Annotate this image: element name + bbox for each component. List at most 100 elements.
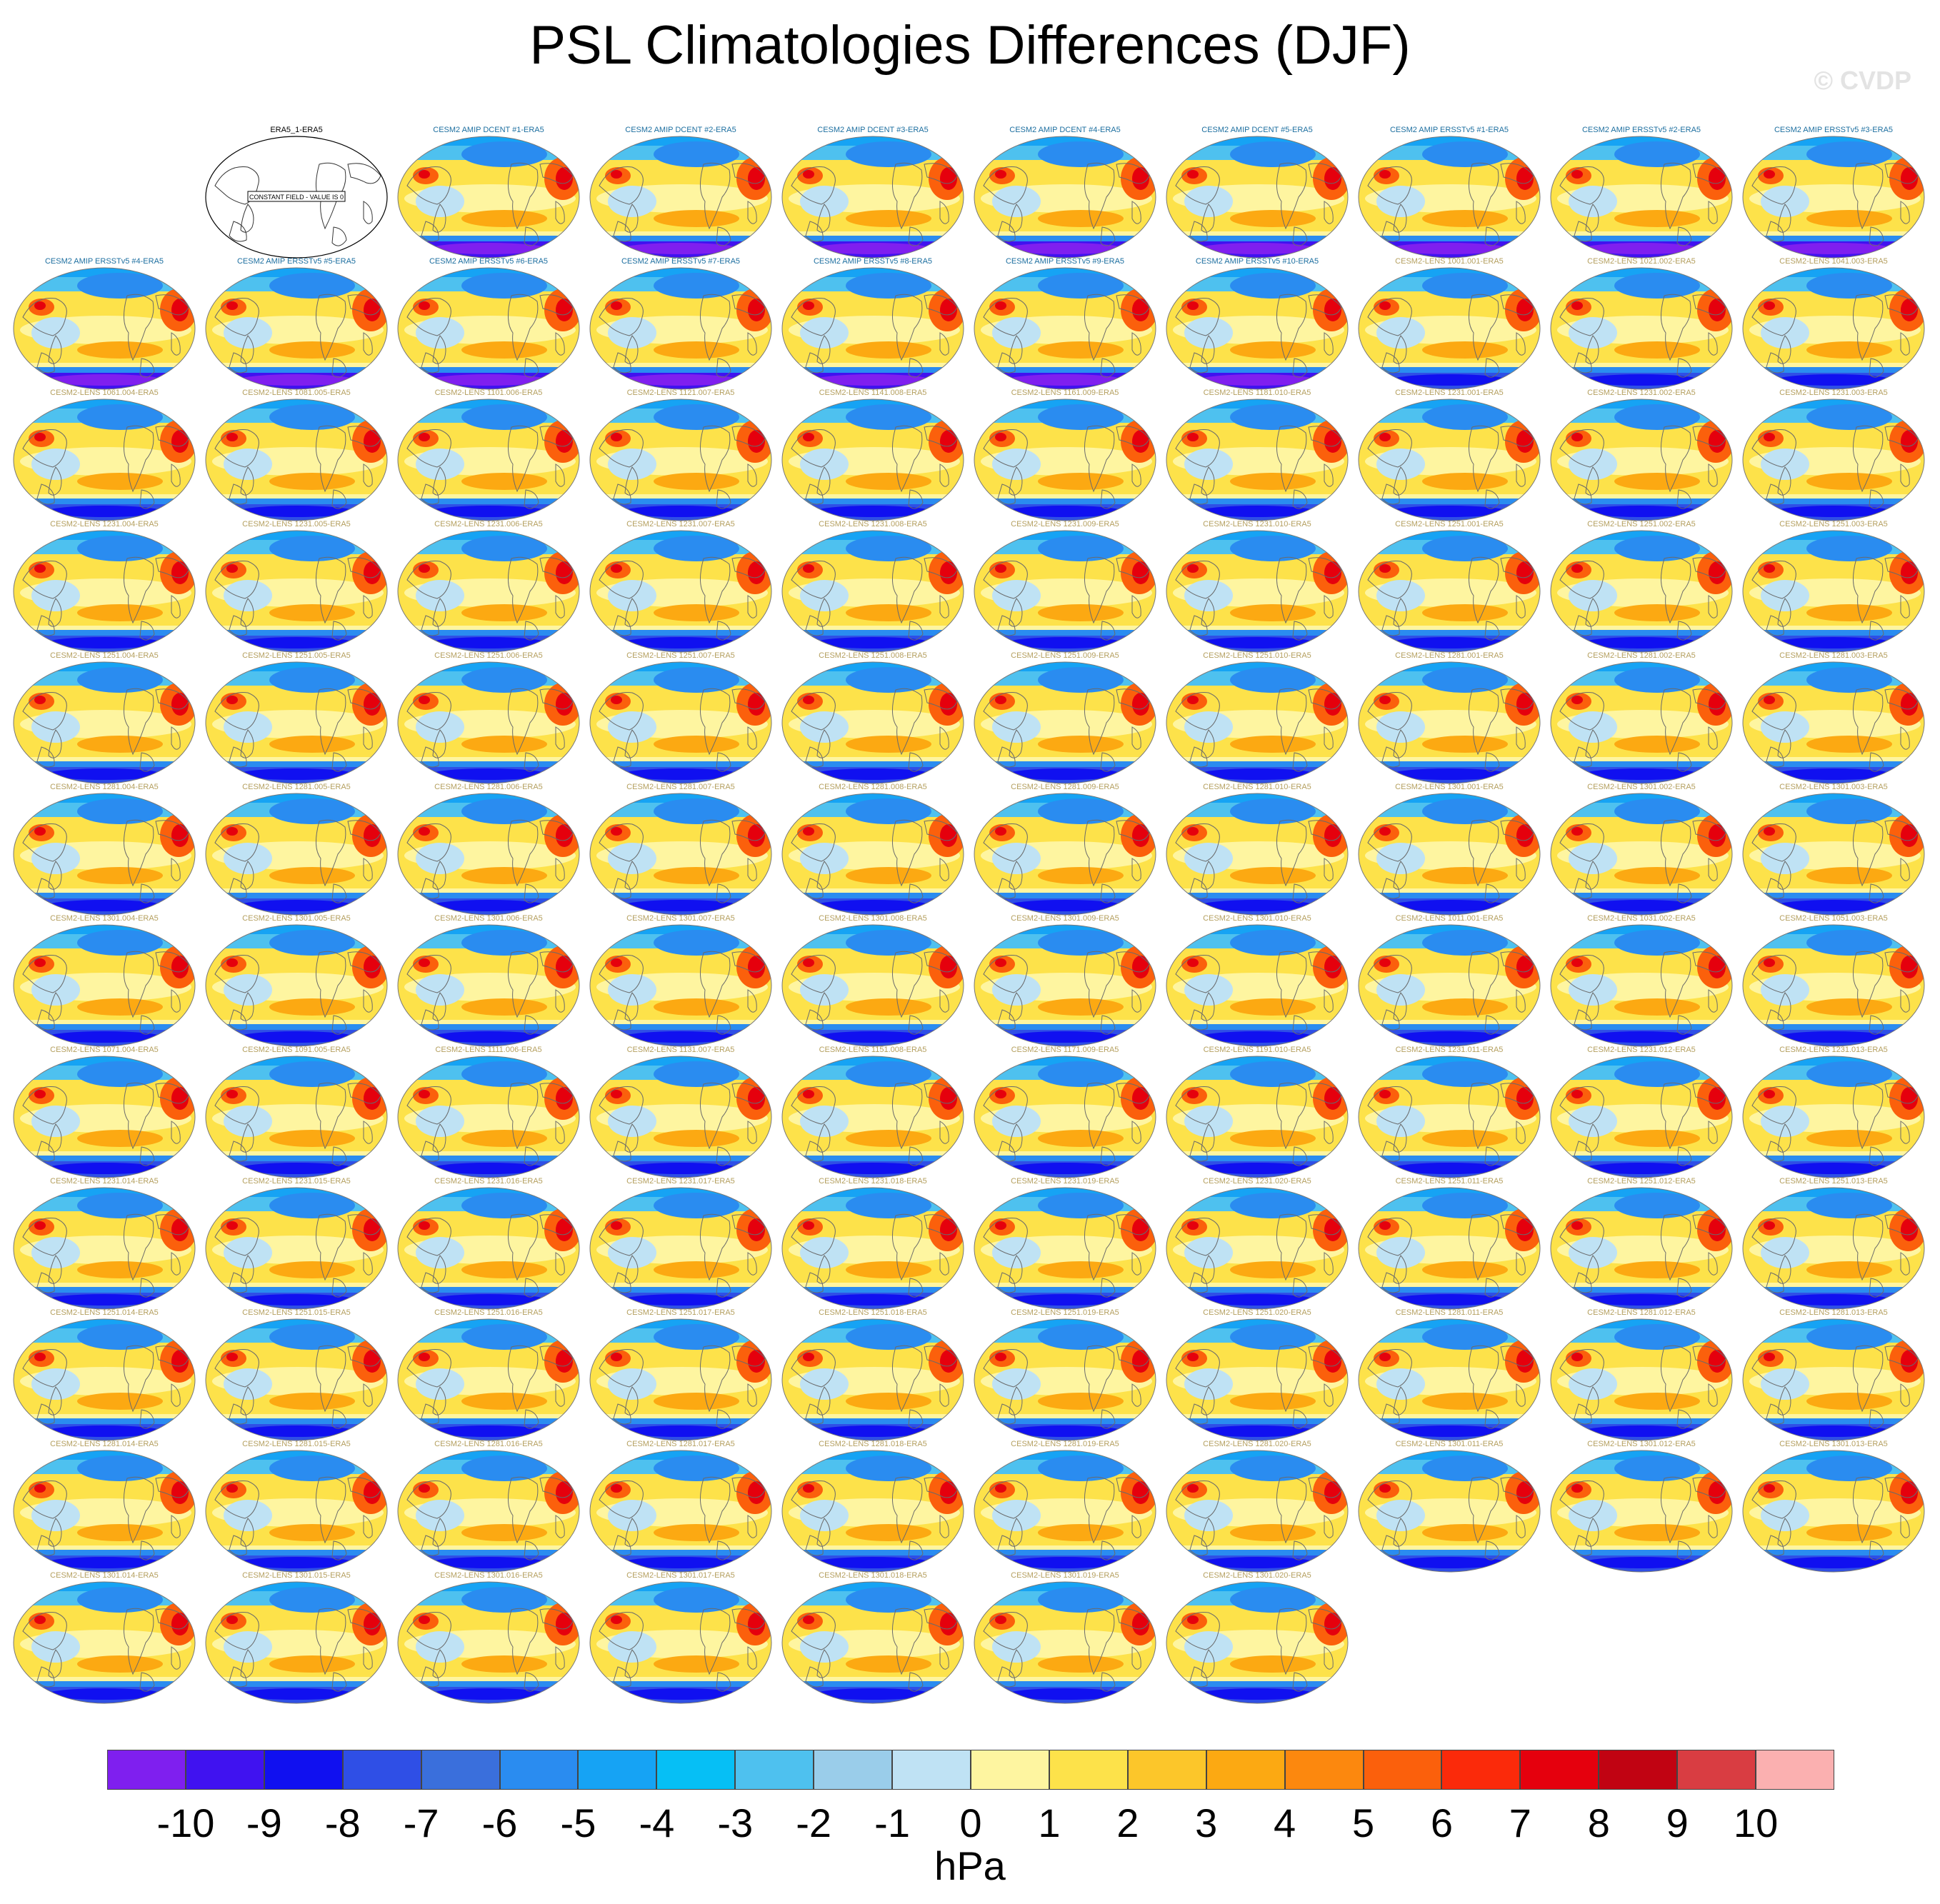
psl-difference-map [1742, 924, 1925, 1047]
map-panel: CESM2-LENS 1231.010-ERA5 [1163, 520, 1351, 656]
psl-difference-map [1166, 1581, 1349, 1704]
map-panel: CESM2-LENS 1121.007-ERA5 [586, 389, 775, 524]
map-panel: CESM2-LENS 1231.008-ERA5 [779, 520, 967, 656]
map-panel: CESM2-LENS 1251.019-ERA5 [971, 1308, 1159, 1444]
colorbar-swatch [578, 1750, 657, 1790]
psl-difference-map [13, 530, 196, 653]
map-panel: CESM2-LENS 1051.003-ERA5 [1739, 914, 1928, 1050]
map-panel: CESM2-LENS 1301.004-ERA5 [10, 914, 199, 1050]
map-panel: CESM2-LENS 1231.017-ERA5 [586, 1177, 775, 1313]
panel-title: CESM2-LENS 1251.006-ERA5 [434, 651, 543, 660]
panel-title: CESM2-LENS 1251.017-ERA5 [626, 1308, 735, 1317]
panel-title: CESM2-LENS 1251.010-ERA5 [1203, 651, 1311, 660]
panel-title: CESM2-LENS 1231.011-ERA5 [1395, 1046, 1504, 1054]
map-panel: CESM2-LENS 1061.004-ERA5 [10, 389, 199, 524]
map-panel: CESM2-LENS 1301.014-ERA5 [10, 1571, 199, 1707]
map-panel: CESM2-LENS 1231.019-ERA5 [971, 1177, 1159, 1313]
colorbar-swatch [1284, 1750, 1364, 1790]
psl-difference-map [1550, 924, 1733, 1047]
map-panel: CESM2-LENS 1301.009-ERA5 [971, 914, 1159, 1050]
panel-title: CESM2 AMIP ERSSTv5 #5-ERA5 [236, 257, 356, 266]
colorbar-swatch [1049, 1750, 1128, 1790]
map-panel: CESM2 AMIP DCENT #3-ERA5 [779, 126, 967, 261]
panel-title: CESM2-LENS 1301.008-ERA5 [819, 914, 927, 923]
panel-title: CESM2-LENS 1231.012-ERA5 [1587, 1046, 1696, 1054]
panel-title: CESM2-LENS 1231.008-ERA5 [819, 520, 927, 528]
map-panel: CESM2-LENS 1231.006-ERA5 [394, 520, 583, 656]
panel-title: CESM2-LENS 1281.008-ERA5 [819, 783, 927, 791]
colorbar-units: hPa [934, 1843, 1006, 1888]
map-panel: CESM2-LENS 1251.013-ERA5 [1739, 1177, 1928, 1313]
panel-title: CESM2-LENS 1231.016-ERA5 [434, 1177, 543, 1186]
psl-difference-map [205, 793, 388, 916]
psl-difference-map [974, 793, 1156, 916]
panel-title: CESM2-LENS 1151.008-ERA5 [819, 1046, 927, 1054]
psl-difference-map [13, 1318, 196, 1441]
colorbar-tick-label: -10 [156, 1800, 215, 1845]
colorbar-tick-label: -8 [324, 1800, 361, 1845]
psl-difference-map [1166, 530, 1349, 653]
panel-title: CESM2-LENS 1231.017-ERA5 [626, 1177, 735, 1186]
panel-title: CESM2-LENS 1251.019-ERA5 [1011, 1308, 1119, 1317]
colorbar-swatch [1520, 1750, 1599, 1790]
colorbar-tick-label: 9 [1666, 1800, 1689, 1845]
colorbar-swatch [656, 1750, 736, 1790]
psl-difference-map [1166, 267, 1349, 390]
map-panel: CESM2-LENS 1171.009-ERA5 [971, 1046, 1159, 1181]
map-panel: CESM2 AMIP ERSSTv5 #4-ERA5 [10, 257, 199, 393]
psl-difference-map [1550, 793, 1733, 916]
map-panel: CESM2-LENS 1251.004-ERA5 [10, 651, 199, 787]
psl-difference-map [589, 1581, 772, 1704]
colorbar-swatch [735, 1750, 814, 1790]
panel-title: CESM2-LENS 1111.006-ERA5 [435, 1046, 542, 1054]
map-panel: CESM2-LENS 1281.009-ERA5 [971, 783, 1159, 918]
panel-title: CESM2-LENS 1141.008-ERA5 [819, 389, 927, 397]
colorbar-swatch [1363, 1750, 1442, 1790]
page-title: PSL Climatologies Differences (DJF) [529, 15, 1411, 76]
colorbar-tick-label: -5 [560, 1800, 596, 1845]
map-panel: CESM2-LENS 1301.001-ERA5 [1355, 783, 1544, 918]
psl-difference-map [205, 1318, 388, 1441]
psl-difference-map [589, 1056, 772, 1178]
panel-title: CESM2-LENS 1251.013-ERA5 [1779, 1177, 1888, 1186]
map-panel: CESM2-LENS 1281.017-ERA5 [586, 1440, 775, 1575]
map-panel: CESM2-LENS 1251.018-ERA5 [779, 1308, 967, 1444]
panel-title: CESM2-LENS 1281.011-ERA5 [1395, 1308, 1504, 1317]
psl-difference-map [974, 1318, 1156, 1441]
panel-title: CESM2-LENS 1281.018-ERA5 [819, 1440, 927, 1448]
map-panel: CESM2-LENS 1231.004-ERA5 [10, 520, 199, 656]
panel-title: CESM2 AMIP DCENT #2-ERA5 [625, 126, 736, 134]
psl-difference-map [974, 1450, 1156, 1573]
panel-title: CESM2-LENS 1301.006-ERA5 [434, 914, 543, 923]
colorbar-swatch [1441, 1750, 1521, 1790]
map-panel: CESM2-LENS 1301.020-ERA5 [1163, 1571, 1351, 1707]
psl-difference-map [1550, 399, 1733, 521]
panel-title: CESM2-LENS 1231.019-ERA5 [1011, 1177, 1119, 1186]
psl-difference-map [1358, 661, 1541, 784]
colorbar-swatch [892, 1750, 971, 1790]
map-panel: CESM2-LENS 1041.003-ERA5 [1739, 257, 1928, 393]
psl-difference-map [1358, 1318, 1541, 1441]
panel-title: CESM2-LENS 1051.003-ERA5 [1779, 914, 1888, 923]
panel-title: CESM2-LENS 1281.016-ERA5 [434, 1440, 543, 1448]
map-panel: CESM2-LENS 1231.001-ERA5 [1355, 389, 1544, 524]
panel-title: CESM2-LENS 1001.001-ERA5 [1395, 257, 1504, 266]
map-panel: CESM2-LENS 1231.009-ERA5 [971, 520, 1159, 656]
panel-title: CESM2-LENS 1011.001-ERA5 [1395, 914, 1504, 923]
psl-difference-map [397, 1187, 580, 1310]
psl-difference-map [13, 1056, 196, 1178]
panel-title: CESM2-LENS 1301.015-ERA5 [242, 1571, 351, 1580]
panel-title: CESM2-LENS 1281.013-ERA5 [1779, 1308, 1888, 1317]
map-panel: CESM2-LENS 1251.009-ERA5 [971, 651, 1159, 787]
map-panel: CESM2-LENS 1101.006-ERA5 [394, 389, 583, 524]
colorbar-swatch [814, 1750, 893, 1790]
psl-difference-map [1550, 1187, 1733, 1310]
map-panel: CESM2-LENS 1071.004-ERA5 [10, 1046, 199, 1181]
map-panel: CESM2-LENS 1281.016-ERA5 [394, 1440, 583, 1575]
psl-difference-map [205, 267, 388, 390]
map-panel: CESM2-LENS 1301.016-ERA5 [394, 1571, 583, 1707]
psl-difference-map [1550, 1450, 1733, 1573]
colorbar-tick-label: -7 [403, 1800, 439, 1845]
psl-difference-map [205, 399, 388, 521]
map-panel: CESM2-LENS 1251.007-ERA5 [586, 651, 775, 787]
